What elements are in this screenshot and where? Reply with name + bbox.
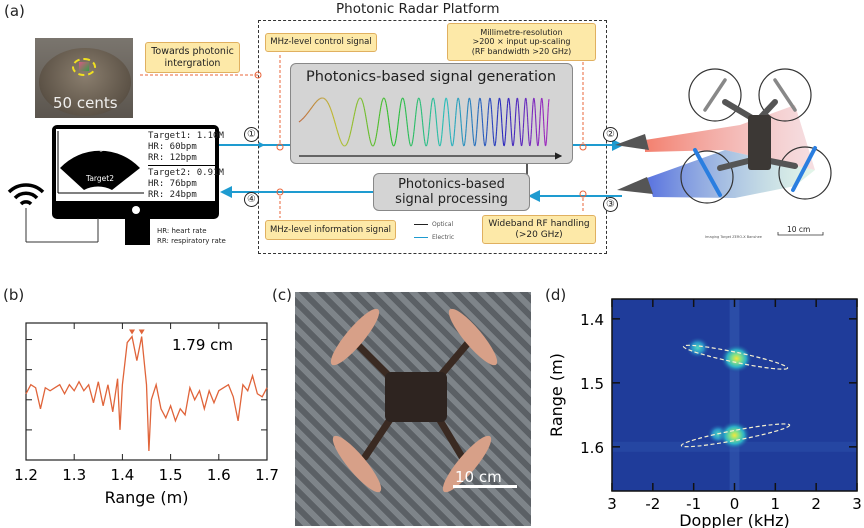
target1-rr: RR: 12bpm xyxy=(148,153,197,163)
x-tick-label: 1.2 xyxy=(14,466,38,484)
panel-label-a: (a) xyxy=(4,2,25,20)
callout-line: Wideband RF handling xyxy=(488,218,590,229)
control-signal-callout: MHz-level control signal xyxy=(265,33,377,52)
heatmap-spot xyxy=(720,344,753,373)
info-signal-callout: MHz-level information signal xyxy=(265,220,396,240)
photo-scale-bar xyxy=(453,485,517,488)
drone-caption: Imaging Target ZERO-X Banshee xyxy=(705,235,762,239)
resolution-callout: Millimetre-resolution >200 × input up-sc… xyxy=(447,23,596,61)
heatmap-content xyxy=(612,299,857,491)
line-legend: Optical Electric xyxy=(414,218,454,244)
heatmap-spot xyxy=(685,336,710,359)
x-axis-label: Doppler (kHz) xyxy=(679,511,790,528)
x-tick-label: 0 xyxy=(730,495,740,513)
x-tick-label: 2 xyxy=(811,495,821,513)
target-ellipse xyxy=(680,423,791,448)
y-tick-label: 1.4 xyxy=(580,311,604,329)
abbr-hr: HR: heart rate xyxy=(157,227,207,235)
monitor-stand xyxy=(125,219,150,245)
panel-label-c: (c) xyxy=(272,286,292,304)
scale-bar xyxy=(777,232,824,236)
chirp-waveform xyxy=(298,97,563,160)
panel-label-d: (d) xyxy=(545,286,567,304)
x-axis-label: Range (m) xyxy=(105,488,189,507)
signal-generation-block: Photonics-based signal generation xyxy=(290,63,573,164)
heatmap-spot xyxy=(718,420,751,450)
y-tick-label: 1.6 xyxy=(580,439,604,457)
target2-label: Target2 xyxy=(85,174,114,183)
x-tick-label: 1.5 xyxy=(159,466,183,484)
callout-line: Millimetre-resolution xyxy=(480,27,563,37)
range-doppler-map: 3 -2 -1 0 1 2 3 1.4 1.5 1.6 Doppler (kHz) Range (m) xyxy=(547,298,862,528)
target2-hr: HR: 76bpm xyxy=(148,179,197,189)
signal-processing-block: Photonics-based signal processing xyxy=(373,173,530,211)
legend-optical: Optical xyxy=(432,221,454,228)
integration-callout: Towards photonic intergration xyxy=(145,42,240,73)
x-tick-label: 3 xyxy=(852,495,862,513)
peak-marker xyxy=(138,329,145,335)
panel-label-b: (b) xyxy=(3,286,25,304)
abbr-rr: RR: respiratory rate xyxy=(157,237,226,245)
target1-readout: Target1: 1.10M HR: 60bpm RR: 12bpm xyxy=(148,131,224,164)
target2-readout: Target2: 0.91M HR: 76bpm RR: 24bpm xyxy=(148,168,224,201)
x-tick-label: 1.4 xyxy=(110,466,134,484)
resolution-annotation: 1.79 cm xyxy=(172,336,233,354)
y-tick-label: 1.5 xyxy=(580,375,604,393)
y-axis-label: Range (m) xyxy=(547,353,566,437)
radar-sector-plot: Target1 Target2 xyxy=(57,131,144,194)
callout-line: (>20 GHz) xyxy=(515,229,563,240)
callout-line: Towards photonic xyxy=(151,46,234,58)
drone-photo-subject: 10 cm xyxy=(330,308,517,493)
heatmap-background xyxy=(612,299,857,491)
port-4: ④ xyxy=(244,192,259,207)
x-tick-label: -2 xyxy=(645,495,660,513)
target2-range: Target2: 0.91M xyxy=(148,168,224,178)
platform-title: Photonic Radar Platform xyxy=(336,1,500,17)
x-tick-label: 1 xyxy=(771,495,781,513)
target1-hr: HR: 60bpm xyxy=(148,142,197,152)
drone-icon: Imaging Target ZERO-X Banshee 10 cm xyxy=(615,68,832,239)
coin-photo: 50 cents xyxy=(35,38,133,118)
x-tick-label: -1 xyxy=(686,495,701,513)
x-tick-label: 1.7 xyxy=(255,466,279,484)
callout-line: (RF bandwidth >20 GHz) xyxy=(471,46,572,56)
photo-scale-label: 10 cm xyxy=(455,468,502,486)
zero-doppler-stripe xyxy=(729,299,740,491)
port-3: ③ xyxy=(603,197,618,212)
generation-title: Photonics-based signal generation xyxy=(306,69,557,85)
wifi-icon xyxy=(7,183,99,243)
antenna-icon xyxy=(615,134,653,194)
abbreviation-legend: HR: heart rate RR: respiratory rate xyxy=(157,226,226,246)
range-profile-chart: 1.2 1.3 1.4 1.5 1.6 1.7 1.79 cm Range (m) xyxy=(14,322,279,507)
target2-rr: RR: 24bpm xyxy=(148,190,197,200)
drone-photo: 10 cm xyxy=(295,292,531,526)
drone-scale-label: 10 cm xyxy=(787,225,810,234)
port-2: ② xyxy=(603,127,618,142)
port-1: ① xyxy=(244,127,259,142)
callout-line: >200 × input up-scaling xyxy=(472,37,571,47)
plot-frame xyxy=(25,322,268,461)
photonic-chip xyxy=(79,62,89,71)
wideband-callout: Wideband RF handling (>20 GHz) xyxy=(482,215,596,244)
range-profile-line xyxy=(25,335,268,451)
callout-line: intergration xyxy=(164,57,221,69)
processing-title-line: signal processing xyxy=(395,192,508,207)
target1-range: Target1: 1.10M xyxy=(148,131,224,141)
x-tick-label: 3 xyxy=(607,495,617,513)
target1-label: Target1 xyxy=(87,143,116,152)
processing-title-line: Photonics-based xyxy=(398,177,505,192)
x-tick-label: 1.6 xyxy=(207,466,231,484)
target-ellipse xyxy=(682,344,789,370)
peak-marker xyxy=(129,329,136,335)
x-tick-label: 1.3 xyxy=(62,466,86,484)
legend-electric: Electric xyxy=(432,234,455,241)
coin-label: 50 cents xyxy=(53,94,118,112)
